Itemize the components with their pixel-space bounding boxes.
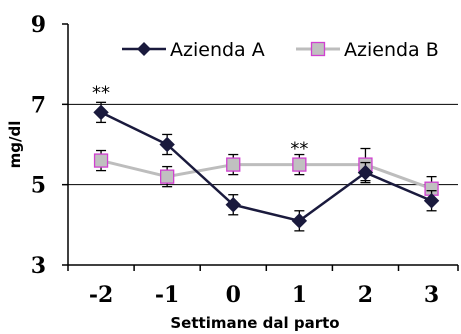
- data-point: [160, 169, 175, 184]
- legend-item-azienda-a: Azienda A: [122, 39, 265, 61]
- y-tick-label: 9: [31, 12, 46, 38]
- y-tick-label: 3: [31, 253, 46, 279]
- data-point: [292, 157, 307, 172]
- y-axis-title: mg/dl: [6, 121, 24, 169]
- significance-annotation: **: [92, 82, 110, 103]
- x-axis-title: Settimane dal parto: [170, 314, 339, 332]
- legend-label: Azienda A: [170, 39, 265, 61]
- data-point: [159, 136, 175, 153]
- legend-label: Azienda B: [344, 39, 439, 61]
- x-tick-label: 3: [424, 282, 439, 308]
- significance-annotation: **: [290, 139, 308, 160]
- legend-item-azienda-b: Azienda B: [296, 39, 439, 61]
- y-tick-label: 5: [31, 173, 46, 199]
- annotations: ** **: [92, 82, 308, 159]
- series-azienda-a: [93, 101, 440, 232]
- legend-marker: [310, 41, 326, 57]
- series-azienda-b: [93, 147, 439, 202]
- data-point: [93, 104, 109, 121]
- series-group: [93, 101, 440, 232]
- x-tick-label: -2: [89, 282, 113, 308]
- data-point: [226, 157, 241, 172]
- x-tick-label: 2: [358, 282, 373, 308]
- series-line: [100, 111, 433, 223]
- x-tick-label: 0: [226, 282, 241, 308]
- data-point: [225, 197, 241, 213]
- axes: [62, 23, 459, 271]
- data-point: [357, 164, 374, 181]
- legend: Azienda A Azienda B: [122, 39, 439, 61]
- data-point: [423, 193, 440, 209]
- y-tick-label: 7: [31, 92, 46, 118]
- legend-marker: [137, 42, 151, 56]
- data-point: [93, 153, 109, 168]
- x-tick-label: 1: [292, 282, 307, 308]
- data-point: [291, 213, 308, 229]
- x-tick-labels: -2 -1 0 1 2 3: [89, 282, 439, 308]
- gridlines: [68, 103, 458, 186]
- y-tick-labels: 3 5 7 9: [31, 12, 46, 279]
- series-line: [100, 159, 433, 191]
- x-tick-label: -1: [155, 282, 179, 308]
